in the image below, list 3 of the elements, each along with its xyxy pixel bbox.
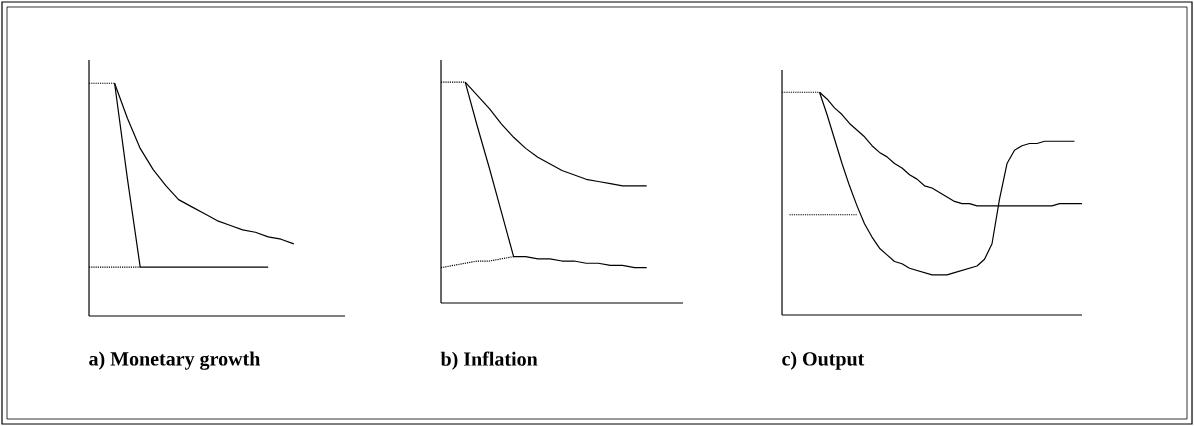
- text: c) Output: [782, 351, 865, 370]
- text: b) Inflation: [440, 351, 538, 370]
- text: a) Monetary growth: [89, 351, 261, 370]
